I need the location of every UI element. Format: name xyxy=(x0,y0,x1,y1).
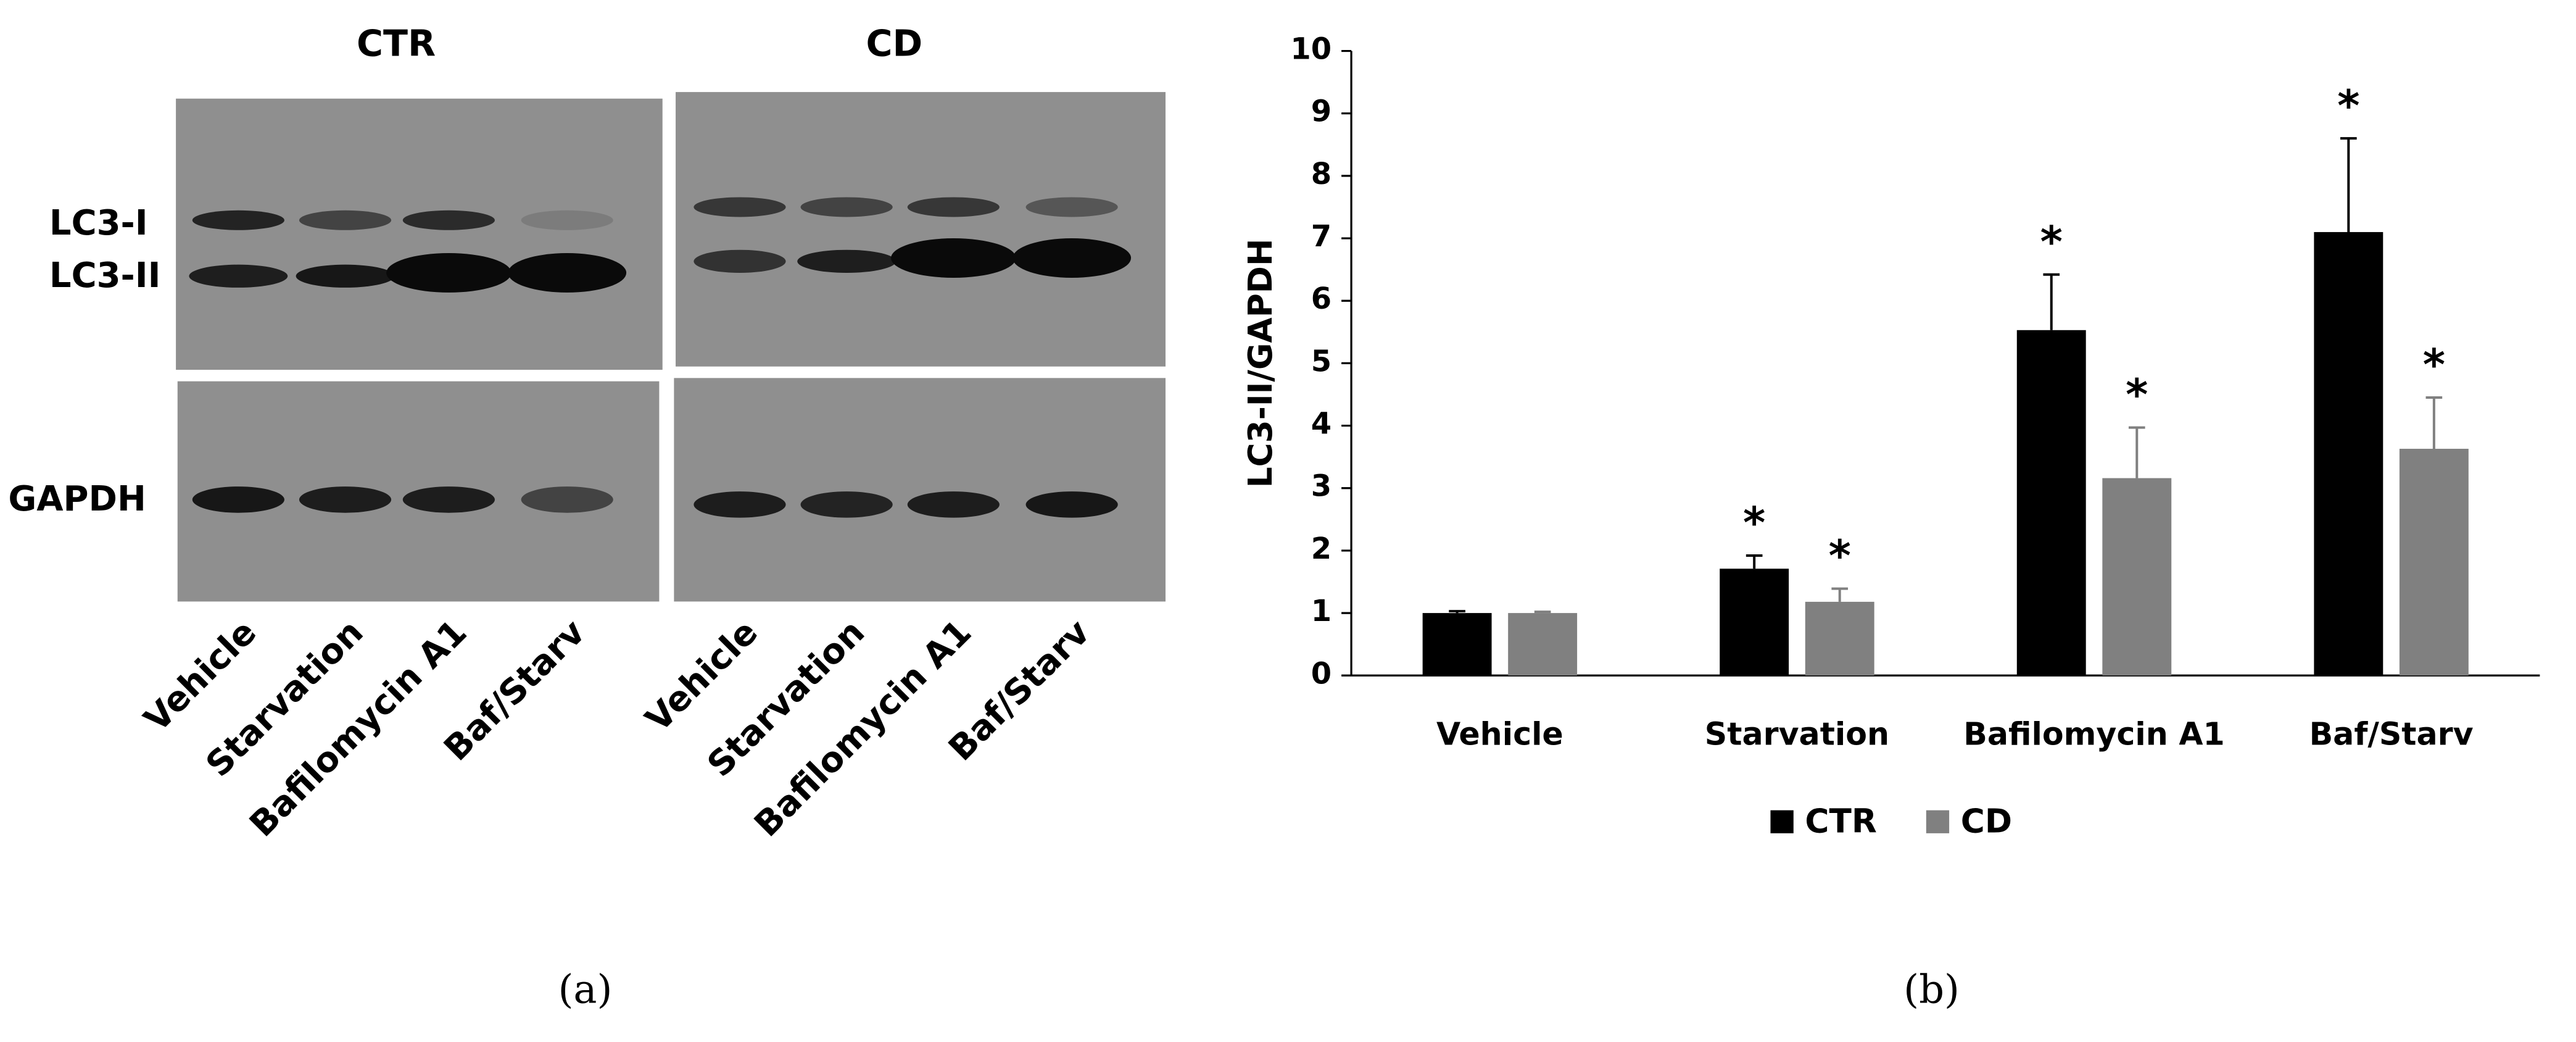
band xyxy=(694,197,786,217)
blot-panel xyxy=(676,92,1166,367)
group-label: CTR xyxy=(357,23,436,65)
x-tick-label: Bafilomycin A1 xyxy=(1963,715,2224,752)
band xyxy=(521,210,613,230)
band xyxy=(192,210,284,230)
panel-label: (b) xyxy=(1903,967,1960,1013)
y-tick-label: 3 xyxy=(1311,470,1331,504)
y-axis-label: LC3-II/GAPDH xyxy=(1241,238,1280,488)
y-tick-label: 0 xyxy=(1311,657,1331,691)
y-tick-label: 7 xyxy=(1311,220,1331,254)
band xyxy=(521,486,613,513)
band xyxy=(386,253,511,293)
band-label: GAPDH xyxy=(8,479,146,519)
legend-label: CTR xyxy=(1805,802,1876,841)
band xyxy=(299,210,392,230)
band xyxy=(402,210,495,230)
band xyxy=(508,253,627,293)
band xyxy=(797,249,897,273)
x-tick-label: Baf/Starv xyxy=(2309,715,2474,752)
band xyxy=(402,486,495,513)
y-tick-label: 2 xyxy=(1311,532,1331,566)
band xyxy=(299,486,392,513)
legend-swatch xyxy=(1770,810,1794,833)
band xyxy=(296,264,395,288)
x-tick-label: Starvation xyxy=(1705,715,1889,752)
blot-panel xyxy=(674,378,1166,602)
y-tick-label: 4 xyxy=(1311,407,1331,441)
legend-swatch xyxy=(1926,810,1950,833)
band xyxy=(907,491,1000,518)
band xyxy=(1025,491,1118,518)
y-tick-label: 6 xyxy=(1311,282,1331,316)
band xyxy=(800,491,893,518)
y-tick-label: 8 xyxy=(1311,157,1331,191)
band xyxy=(800,197,893,217)
y-tick-label: 9 xyxy=(1311,95,1331,129)
band xyxy=(1025,197,1118,217)
band xyxy=(694,249,786,273)
bar xyxy=(1508,613,1578,676)
y-tick-label: 5 xyxy=(1311,344,1331,378)
significance-mark: * xyxy=(2126,371,2148,420)
y-tick-label: 10 xyxy=(1290,33,1331,67)
band-label: LC3-I xyxy=(49,203,148,243)
bar xyxy=(2016,330,2086,676)
bar xyxy=(1805,601,1874,676)
band xyxy=(907,197,1000,217)
group-label: CD xyxy=(866,23,923,65)
significance-mark: * xyxy=(1743,499,1765,548)
y-tick-label: 1 xyxy=(1311,594,1331,628)
x-tick-label: Vehicle xyxy=(1436,715,1563,752)
bar xyxy=(2314,231,2383,676)
significance-mark: * xyxy=(2337,81,2359,131)
band xyxy=(1013,238,1132,278)
band xyxy=(189,264,288,288)
bar xyxy=(1720,569,1789,676)
bar xyxy=(2102,478,2172,676)
significance-mark: * xyxy=(2423,341,2445,390)
band xyxy=(694,491,786,518)
bar xyxy=(2399,449,2469,676)
significance-mark: * xyxy=(1829,532,1851,581)
significance-mark: * xyxy=(2040,218,2063,267)
band xyxy=(192,486,284,513)
band xyxy=(891,238,1016,278)
bar xyxy=(1422,613,1492,676)
legend-label: CD xyxy=(1961,802,2012,841)
band-label: LC3-II xyxy=(49,256,160,296)
panel-label: (a) xyxy=(558,967,613,1013)
blot-panel xyxy=(176,98,663,370)
